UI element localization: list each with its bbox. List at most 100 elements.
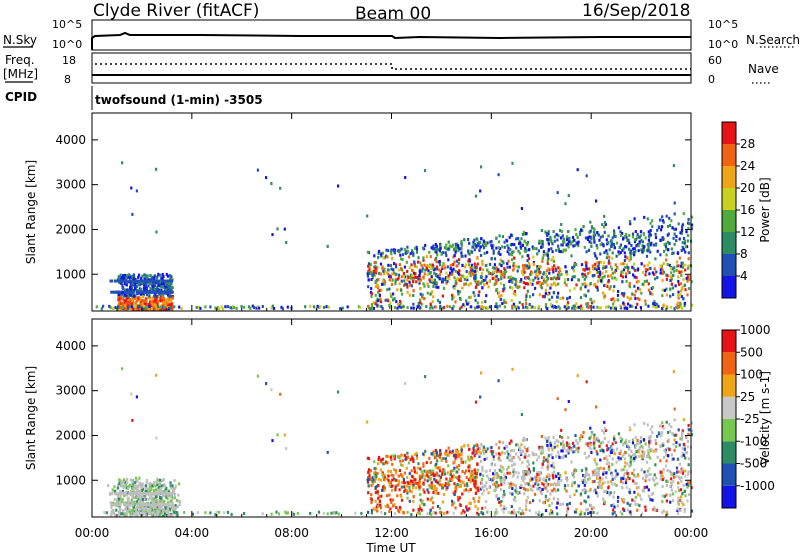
scatter-cell [529,278,532,282]
scatter-cell [636,439,639,442]
scatter-cell [486,241,489,245]
scatter-cell [580,510,583,514]
scatter-cell [383,280,386,284]
scatter-cell [418,269,421,273]
scatter-cell [126,500,129,504]
scatter-cell [686,440,689,444]
scatter-cell [566,235,569,239]
scatter-cell [553,281,556,285]
scatter-cell [659,264,662,268]
scatter-cell [446,510,449,514]
scatter-cell [317,305,321,309]
scatter-cell [661,474,664,478]
scatter-cell [486,510,489,514]
scatter-cell [451,272,454,276]
scatter-cell [153,284,157,288]
scatter-cell [564,202,567,206]
scatter-cell [367,475,370,479]
scatter-cell [549,492,552,496]
scatter-cell [608,461,611,465]
scatter-cell [519,241,522,245]
scatter-cell [573,307,576,311]
scatter-cell [439,269,442,273]
scatter-cell [141,507,144,511]
scatter-cell [529,484,532,488]
scatter-cell [598,476,601,480]
scatter-cell [379,468,383,472]
nsky-tick-high: 10^5 [52,18,82,31]
scatter-cell [113,497,116,501]
scatter-cell [690,509,693,513]
scatter-cell [562,248,565,252]
scatter-cell [112,307,115,310]
scatter-cell [121,500,124,504]
scatter-cell [463,277,466,281]
scatter-cell [688,428,691,432]
scatter-cell [585,508,588,512]
scatter-cell [460,247,463,251]
scatter-cell [435,281,438,285]
scatter-cell [544,436,547,440]
scatter-cell [451,297,454,301]
scatter-cell [160,490,163,494]
scatter-cell [515,486,518,490]
scatter-cell [403,489,406,493]
scatter-cell [107,484,110,488]
scatter-cell [129,511,132,515]
scatter-cell [116,486,119,490]
scatter-cell [674,284,677,288]
freq-panel: Freq. [MHz] 18 8 60 0 Nave [3,52,779,86]
scatter-cell [497,484,500,488]
scatter-cell [130,509,133,512]
scatter-cell [545,275,548,278]
scatter-cell [512,498,515,502]
scatter-cell [159,273,162,277]
scatter-cell [415,247,419,251]
scatter-cell [436,247,439,251]
scatter-cell [516,284,519,288]
scatter-cell [400,485,403,489]
scatter-cell [477,244,480,248]
scatter-cell [687,493,691,497]
scatter-cell [398,282,401,286]
scatter-cell [425,266,428,269]
scatter-cell [473,306,477,310]
scatter-cell [136,305,140,309]
scatter-cell [438,474,441,478]
scatter-cell [439,450,442,454]
scatter-cell [220,305,223,309]
scatter-cell [309,304,312,308]
scatter-cell [522,479,525,483]
scatter-cell [646,243,649,246]
scatter-cell [602,261,605,265]
scatter-cell [413,260,416,264]
scatter-cell [166,299,169,303]
scatter-cell [166,508,169,512]
scatter-cell [601,234,604,238]
scatter-cell [463,265,466,269]
scatter-cell [661,236,664,240]
scatter-cell [512,264,515,268]
scatter-cell [506,250,509,254]
scatter-cell [495,274,498,278]
scatter-cell [661,272,664,275]
scatter-cell [666,240,669,244]
scatter-cell [646,449,649,452]
scatter-cell [544,272,547,276]
scatter-cell [621,248,624,252]
scatter-cell [475,450,478,454]
scatter-cell [156,275,159,279]
scatter-cell [596,494,599,498]
scatter-cell [644,474,647,478]
scatter-cell [652,304,655,308]
scatter-cell [647,488,650,492]
scatter-cell [551,250,554,254]
scatter-cell [126,509,129,513]
scatter-cell [390,458,393,462]
scatter-cell [552,259,556,263]
scatter-cell [366,456,369,460]
scatter-cell [560,230,563,233]
scatter-cell [506,244,509,248]
scatter-cell [409,482,413,486]
